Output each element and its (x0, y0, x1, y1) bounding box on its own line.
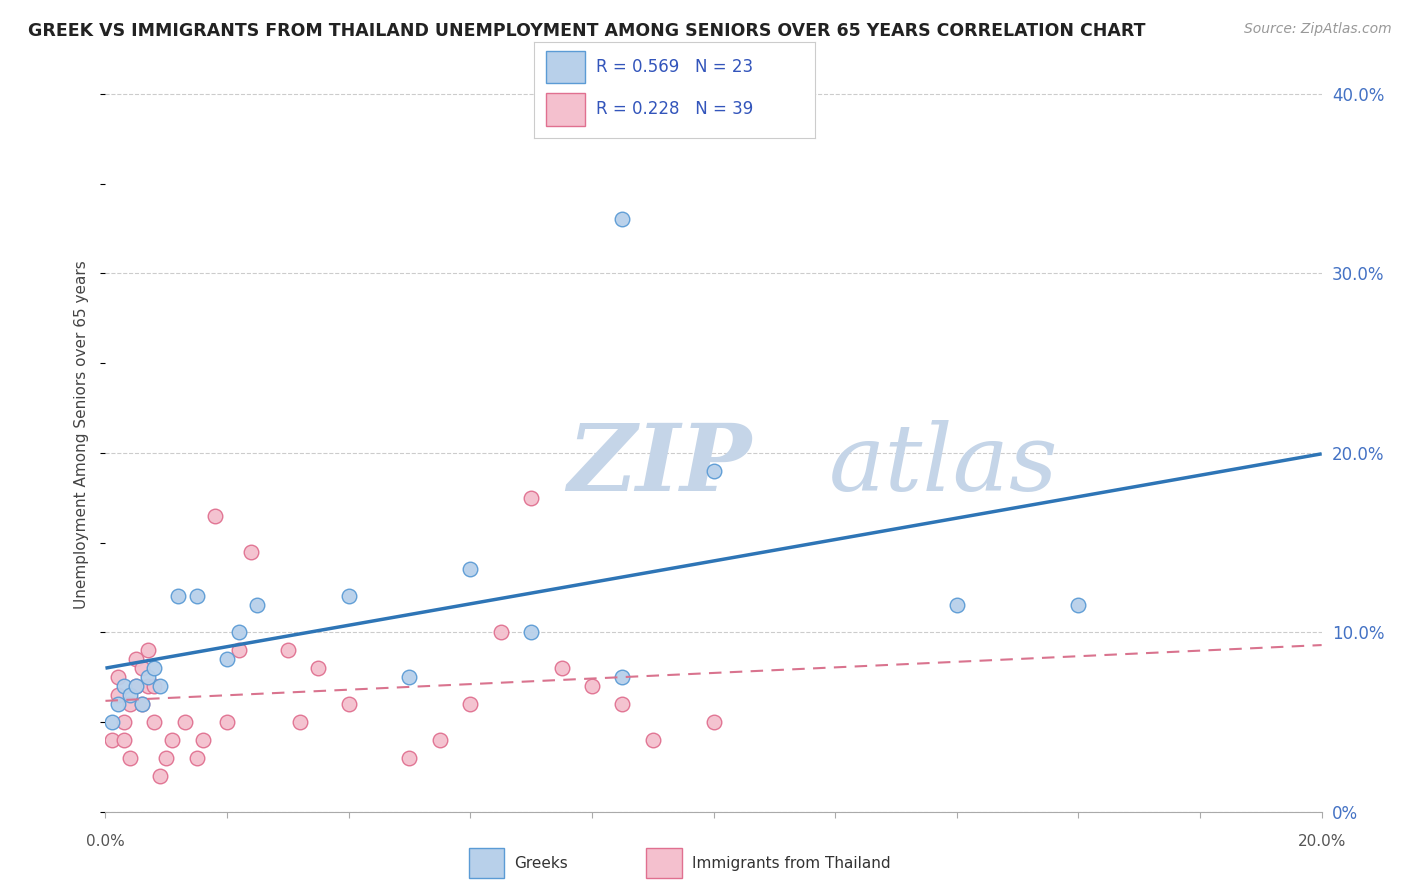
Point (131, 661, 153, 675)
Point (945, 599, 967, 613)
Point (186, 751, 208, 765)
Point (702, 714, 725, 729)
Point (246, 599, 269, 613)
Point (118, 697, 141, 711)
Point (337, 590, 360, 604)
Point (612, 670, 634, 684)
Point (277, 643, 299, 657)
Point (136, 679, 159, 693)
Point (149, 679, 172, 693)
Point (550, 661, 572, 675)
Point (240, 544, 263, 558)
Point (136, 643, 159, 657)
Point (217, 714, 239, 729)
Point (337, 697, 360, 711)
Point (186, 590, 208, 604)
Text: 0.0%: 0.0% (86, 834, 125, 849)
Bar (546, 51, 585, 83)
Point (398, 670, 420, 684)
Point (131, 697, 153, 711)
Point (107, 697, 129, 711)
Point (143, 714, 166, 729)
Text: R = 0.569   N = 23: R = 0.569 N = 23 (596, 58, 754, 76)
Point (149, 769, 172, 783)
Point (125, 679, 148, 693)
Point (143, 661, 166, 675)
Bar (470, 848, 505, 878)
Point (581, 679, 603, 693)
Point (173, 714, 195, 729)
Point (228, 625, 250, 640)
Point (100, 714, 122, 729)
Text: GREEK VS IMMIGRANTS FROM THAILAND UNEMPLOYMENT AMONG SENIORS OVER 65 YEARS CORRE: GREEK VS IMMIGRANTS FROM THAILAND UNEMPL… (28, 22, 1146, 40)
Point (398, 751, 420, 765)
Point (307, 661, 329, 675)
Point (143, 679, 166, 693)
Y-axis label: Unemployment Among Seniors over 65 years: Unemployment Among Seniors over 65 years (75, 260, 90, 609)
Point (107, 670, 129, 684)
Point (162, 733, 184, 747)
Text: R = 0.228   N = 39: R = 0.228 N = 39 (596, 101, 754, 119)
Point (125, 652, 148, 666)
Point (228, 643, 250, 657)
Point (612, 212, 634, 227)
Text: Source: ZipAtlas.com: Source: ZipAtlas.com (1244, 22, 1392, 37)
Point (458, 562, 481, 576)
Text: ZIP: ZIP (568, 420, 752, 510)
Text: 20.0%: 20.0% (1298, 834, 1346, 849)
Text: atlas: atlas (830, 420, 1059, 510)
Bar (546, 93, 585, 126)
Text: Greeks: Greeks (515, 855, 568, 871)
Point (702, 464, 725, 478)
Point (1067, 599, 1090, 613)
Point (125, 679, 148, 693)
Point (100, 733, 122, 747)
Point (489, 625, 512, 640)
Point (118, 688, 141, 702)
Point (288, 714, 311, 729)
Point (191, 733, 214, 747)
Point (217, 652, 239, 666)
Point (641, 733, 664, 747)
Point (429, 733, 451, 747)
Point (112, 733, 135, 747)
Point (131, 697, 153, 711)
Text: Immigrants from Thailand: Immigrants from Thailand (692, 855, 890, 871)
Point (204, 508, 226, 523)
Point (458, 697, 481, 711)
Point (107, 688, 129, 702)
Point (112, 714, 135, 729)
Point (520, 625, 543, 640)
Point (155, 751, 177, 765)
Point (612, 697, 634, 711)
Point (112, 679, 135, 693)
Point (167, 590, 190, 604)
Bar (647, 848, 682, 878)
Point (136, 670, 159, 684)
Point (118, 751, 141, 765)
Point (520, 491, 543, 505)
